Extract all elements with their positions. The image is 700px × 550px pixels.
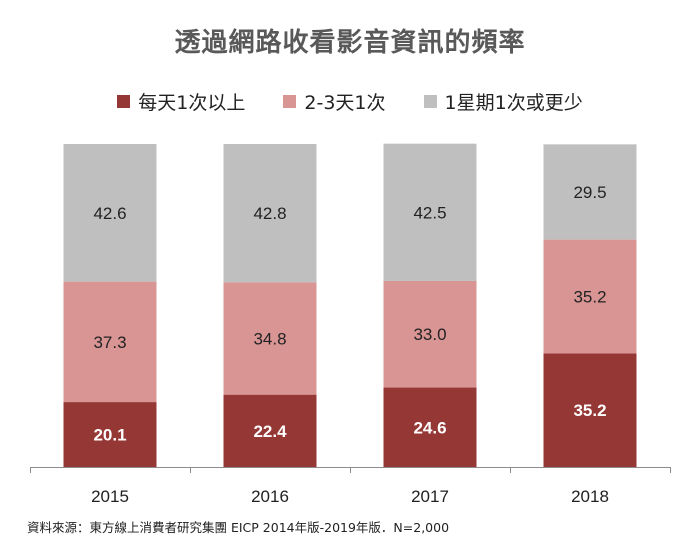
- bar-segment-2015-weekly: [63, 144, 157, 282]
- bar-segment-2018-2-3-days: [543, 239, 637, 354]
- value-label-2016-2-3-days: 34.8: [253, 329, 286, 348]
- value-label-2016-daily: 22.4: [253, 422, 287, 441]
- value-label-2015-2-3-days: 37.3: [93, 333, 126, 352]
- value-label-2015-daily: 20.1: [93, 426, 126, 445]
- bar-segment-2017-2-3-days: [383, 280, 477, 388]
- x-tick-label-2016: 2016: [251, 487, 289, 506]
- value-label-2017-daily: 24.6: [413, 418, 446, 437]
- bar-segment-2017-daily: [383, 387, 477, 467]
- value-label-2018-weekly: 29.5: [573, 183, 606, 202]
- legend-item-2-3-days: 2-3天1次: [283, 88, 386, 115]
- legend-swatch-2-3-days: [283, 95, 297, 108]
- source-note: 資料來源：東方線上消費者研究集團 EICP 2014年版-2019年版．N=2,…: [27, 520, 450, 535]
- bar-segment-2015-2-3-days: [63, 281, 157, 403]
- bar-segment-2016-daily: [223, 394, 317, 467]
- bar-segment-2016-weekly: [223, 144, 317, 283]
- legend-swatch-daily: [117, 95, 131, 108]
- chart-title: 透過網路收看影音資訊的頻率: [174, 28, 526, 58]
- x-tick-label-2017: 2017: [411, 487, 449, 506]
- value-label-2016-weekly: 42.8: [253, 204, 286, 223]
- value-label-2018-daily: 35.2: [573, 401, 606, 420]
- value-label-2018-2-3-days: 35.2: [573, 287, 606, 306]
- legend-label-2-3-days: 2-3天1次: [304, 92, 386, 114]
- bar-segment-2018-weekly: [543, 144, 637, 240]
- legend-label-daily: 每天1次以上: [138, 92, 246, 114]
- bar-segment-2016-2-3-days: [223, 282, 317, 395]
- bar-segment-2017-weekly: [383, 143, 477, 281]
- legend-label-weekly: 1星期1次或更少: [444, 92, 583, 114]
- x-tick-label-2015: 2015: [91, 487, 129, 506]
- bar-segment-2018-daily: [543, 353, 637, 467]
- bar-segment-2015-daily: [63, 402, 157, 467]
- legend-swatch-weekly: [423, 95, 437, 108]
- chart-legend: 每天1次以上 2-3天1次 1星期1次或更少: [0, 88, 700, 115]
- value-label-2017-weekly: 42.5: [413, 203, 446, 222]
- legend-item-weekly: 1星期1次或更少: [423, 88, 583, 115]
- value-label-2017-2-3-days: 33.0: [413, 325, 446, 344]
- value-label-2015-weekly: 42.6: [93, 204, 126, 223]
- x-tick-label-2018: 2018: [571, 487, 609, 506]
- legend-item-daily: 每天1次以上: [117, 88, 245, 115]
